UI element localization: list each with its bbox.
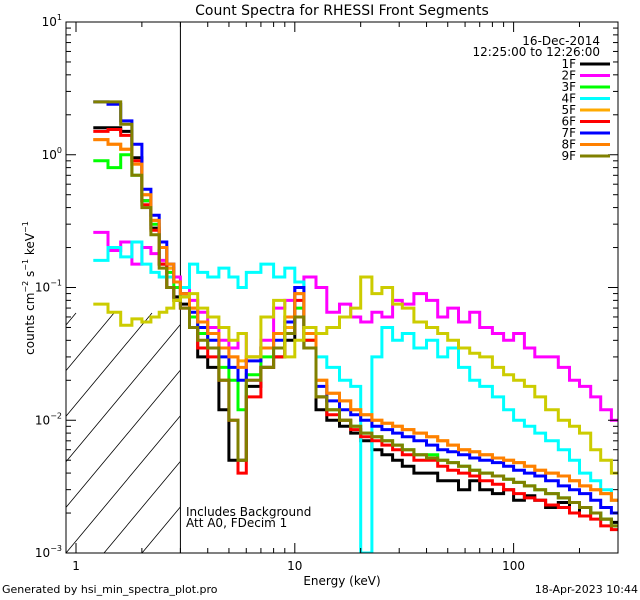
y-tick-label: 10−2 [35,411,62,427]
x-tick-label: 1 [72,559,80,573]
legend-label-2f: 2F [561,69,576,83]
hatch-line [66,312,115,372]
legend-label-5f: 5F [561,103,576,117]
x-tick-labels: 1 10 100 [72,559,525,573]
legend-label-7f: 7F [561,126,576,140]
series-layer [93,100,618,553]
y-tick-exp: 0 [57,146,62,155]
series-line-1f [93,126,618,524]
y-tick-exp: 1 [57,13,62,22]
y-axis-label-exp2: −1 [21,259,30,271]
hatch-line [141,506,181,553]
y-tick-base: 10 [42,15,57,29]
y-tick-base: 10 [35,546,50,560]
y-axis-label: counts cm−2 s−1 keV−1 [21,221,37,355]
series-line-8f [93,138,618,502]
y-tick-label: 101 [42,13,62,29]
hatch-line [636,313,640,553]
legend-label-6f: 6F [561,115,576,129]
axis-ticks [66,22,619,554]
hatch-line [66,369,181,509]
y-tick-base: 10 [35,281,50,295]
hatch-line [103,460,181,553]
annotation-background: Includes Background [186,505,311,519]
series-line-2f [93,230,618,422]
chart-title: Count Spectra for RHESSI Front Segments [195,3,489,19]
legend-label-1f: 1F [561,57,576,71]
y-axis-label-main: counts cm [23,293,37,355]
hatch-line [66,312,77,326]
x-tick-label: 100 [502,559,525,573]
hatch-line [598,313,640,553]
x-tick-label: 10 [287,559,302,573]
hatch-line [66,312,153,417]
time-range-label: 12:25:00 to 12:26:00 [473,45,600,59]
legend-label-4f: 4F [561,92,576,106]
footer-generated-by: Generated by hsi_min_spectra_plot.pro [2,583,218,596]
legend-label-8f: 8F [561,138,576,152]
hatch-line [66,323,181,463]
y-tick-label: 10−1 [35,279,62,295]
y-axis-label-exp3: −1 [21,221,30,233]
annotation-attenuator: Att A0, FDecim 1 [186,516,287,530]
y-tick-label: 10−3 [35,544,62,560]
legend-label-9f: 9F [561,149,576,163]
series-line-5f-yellow [93,275,618,475]
x-axis-label: Energy (keV) [303,574,380,588]
y-tick-exp: −3 [50,544,62,553]
y-tick-base: 10 [35,413,50,427]
y-tick-base: 10 [42,148,57,162]
legend-label-3f: 3F [561,80,576,94]
y-axis-label-end: keV [23,232,37,259]
footer-date-stamp: 18-Apr-2023 10:44 [535,583,638,596]
y-axis-label-exp1: −2 [21,281,30,293]
y-tick-exp: −1 [50,279,62,288]
series-line-9f [93,100,618,528]
date-label: 16-Dec-2014 [522,34,600,48]
hatch-line [66,415,181,553]
y-tick-label: 100 [42,146,62,162]
y-axis-label-mid: s [23,271,37,281]
y-tick-exp: −2 [50,411,62,420]
series-line-5f [93,138,618,502]
